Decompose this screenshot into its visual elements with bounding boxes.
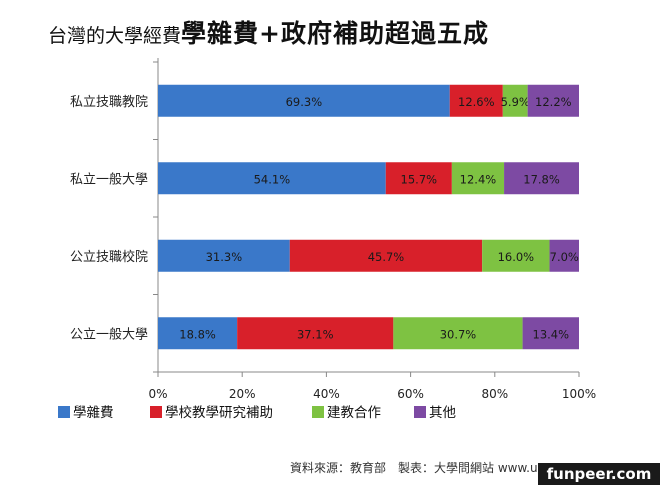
bar-segment [502,84,528,117]
data-label: 18.8% [179,327,216,341]
legend-swatch [58,406,70,418]
axis-layer: 0% 20% 40% 60% 80% 100% 私立技職教院私立一般大學公立技職校院公立一般… [70,58,596,401]
x-tick-label: 40% [313,387,340,401]
category-label: 公立一般大學 [70,326,148,342]
legend-swatch [150,406,162,418]
bar-segment [158,239,290,272]
legend-layer: 學雜費 學校教學研究補助 建教合作 其他 [58,404,456,421]
legend-label: 學校教學研究補助 [165,404,273,421]
bar-segment [385,162,452,195]
legend-swatch [312,406,324,418]
bar-segment [482,239,550,272]
data-label: 12.6% [458,95,495,109]
data-label: 37.1% [297,327,334,341]
chart-title: 台灣的大學經費學雜費+政府補助超過五成 [48,14,489,50]
bar-segment [393,317,523,350]
data-label: 12.4% [460,172,497,186]
x-tick-label: 20% [229,387,256,401]
data-label: 13.4% [533,327,570,341]
legend-label: 學雜費 [73,405,114,421]
x-tick-label: 100% [562,387,596,401]
legend-label: 其他 [429,405,456,421]
legend-label: 建教合作 [327,405,381,421]
bar-segment [237,317,394,350]
bar-segment [451,162,505,195]
bar-segment [158,84,450,117]
data-label: 69.3% [286,95,323,109]
data-label: 7.0% [550,250,579,264]
data-label: 30.7% [440,327,477,341]
bar-segment [289,239,483,272]
data-label: 15.7% [401,172,438,186]
legend-swatch [414,406,426,418]
source-note: 資料來源：教育部 製表：大學問網站 www.unews.com.tw [290,461,617,475]
chart-title-emphasis: 學雜費+政府補助超過五成 [181,19,489,48]
category-label: 私立一般大學 [70,171,148,187]
x-tick-label: 80% [481,387,508,401]
data-label: 12.2% [535,95,572,109]
bar-segment [449,84,503,117]
bars-layer: 69.3% 12.6% 5.9% 12.2% 54.1% 15.7% 12.4% 17.8% 3… [158,84,579,350]
data-label: 54.1% [254,172,291,186]
category-label: 公立技職校院 [70,249,148,265]
x-tick-label: 0% [148,387,167,401]
bar-segment [504,162,579,195]
bar-segment [522,317,579,350]
bar-segment [158,317,238,350]
bar-segment [549,239,579,272]
bar-segment [527,84,579,117]
watermark: funpeer.com [538,463,660,485]
data-label: 45.7% [368,250,405,264]
data-label: 16.0% [498,250,535,264]
data-label: 31.3% [206,250,243,264]
chart-title-part: 台灣的大學經費 [48,25,182,47]
data-label: 17.8% [523,172,560,186]
category-label: 私立技職教院 [70,94,148,110]
x-tick-label: 60% [397,387,424,401]
data-label: 5.9% [501,95,530,109]
bar-segment [158,162,386,195]
